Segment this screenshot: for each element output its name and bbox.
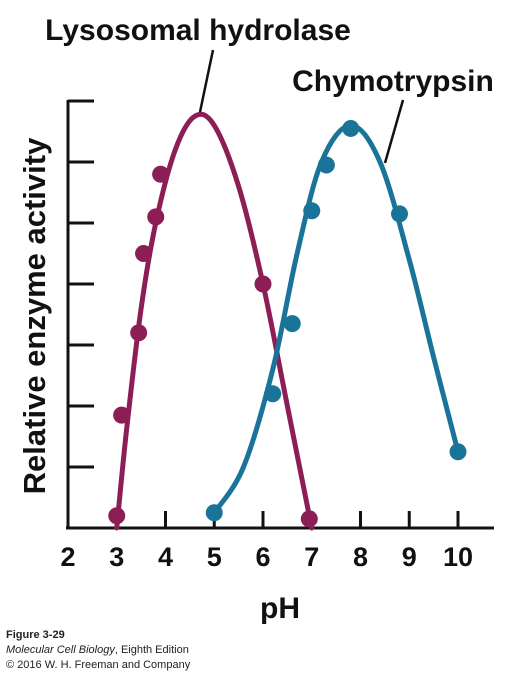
data-point-chymotrypsin xyxy=(391,205,408,223)
x-tick-label: 8 xyxy=(353,542,368,572)
figure-caption: Figure 3-29 Molecular Cell Biology, Eigh… xyxy=(6,628,190,673)
x-tick-label: 7 xyxy=(304,542,319,572)
data-point-lysosomal-hydrolase xyxy=(108,507,126,525)
data-point-chymotrypsin xyxy=(449,443,467,461)
x-tick-label: 5 xyxy=(207,542,222,572)
enzyme-activity-chart: 2 3 4 5 6 7 8 9 10 Relative enzyme activity pH L… xyxy=(17,14,494,625)
x-tick-label: 3 xyxy=(109,542,124,572)
series-annotation-lysosomal: Lysosomal hydrolase xyxy=(45,14,351,113)
series-annotation-chymotrypsin: Chymotrypsin xyxy=(292,65,494,164)
x-tick-label: 10 xyxy=(443,542,473,572)
book-title: Molecular Cell Biology xyxy=(6,644,115,656)
data-point-lysosomal-hydrolase xyxy=(254,275,272,293)
series-chymotrypsin xyxy=(205,119,467,522)
data-point-chymotrypsin xyxy=(264,385,282,403)
leader-line-chymotrypsin xyxy=(383,99,405,164)
x-tick-label: 9 xyxy=(402,542,417,572)
data-point-chymotrypsin xyxy=(303,202,321,220)
data-point-lysosomal-hydrolase xyxy=(113,406,131,424)
data-point-lysosomal-hydrolase xyxy=(152,165,170,183)
x-tick-label: 6 xyxy=(255,542,270,572)
x-tick-label: 4 xyxy=(158,542,173,572)
axis-ticks: 2 3 4 5 6 7 8 9 10 xyxy=(60,99,473,572)
data-point-lysosomal-hydrolase xyxy=(300,510,318,528)
data-point-chymotrypsin xyxy=(342,119,360,137)
data-point-lysosomal-hydrolase xyxy=(130,324,148,342)
series-label-chymotrypsin: Chymotrypsin xyxy=(292,65,494,98)
y-axis-label: Relative enzyme activity xyxy=(17,137,52,494)
book-edition: , Eighth Edition xyxy=(114,644,189,656)
data-point-chymotrypsin xyxy=(205,504,223,522)
figure-number: Figure 3-29 xyxy=(6,629,65,641)
x-axis-label: pH xyxy=(260,592,300,625)
x-tick-label: 2 xyxy=(60,542,75,572)
data-point-lysosomal-hydrolase xyxy=(135,245,153,262)
data-point-chymotrypsin xyxy=(283,315,301,333)
book-citation: Molecular Cell Biology, Eighth Edition xyxy=(6,643,190,658)
series-label-lysosomal-hydrolase: Lysosomal hydrolase xyxy=(45,14,351,47)
copyright-line: © 2016 W. H. Freeman and Company xyxy=(6,659,191,671)
series-layer xyxy=(108,111,467,531)
plot-area: 2 3 4 5 6 7 8 9 10 xyxy=(60,99,494,572)
data-point-chymotrypsin xyxy=(317,156,335,174)
data-point-lysosomal-hydrolase xyxy=(147,208,165,226)
leader-line-lysosomal xyxy=(198,49,215,113)
series-line-chymotrypsin xyxy=(211,122,461,516)
